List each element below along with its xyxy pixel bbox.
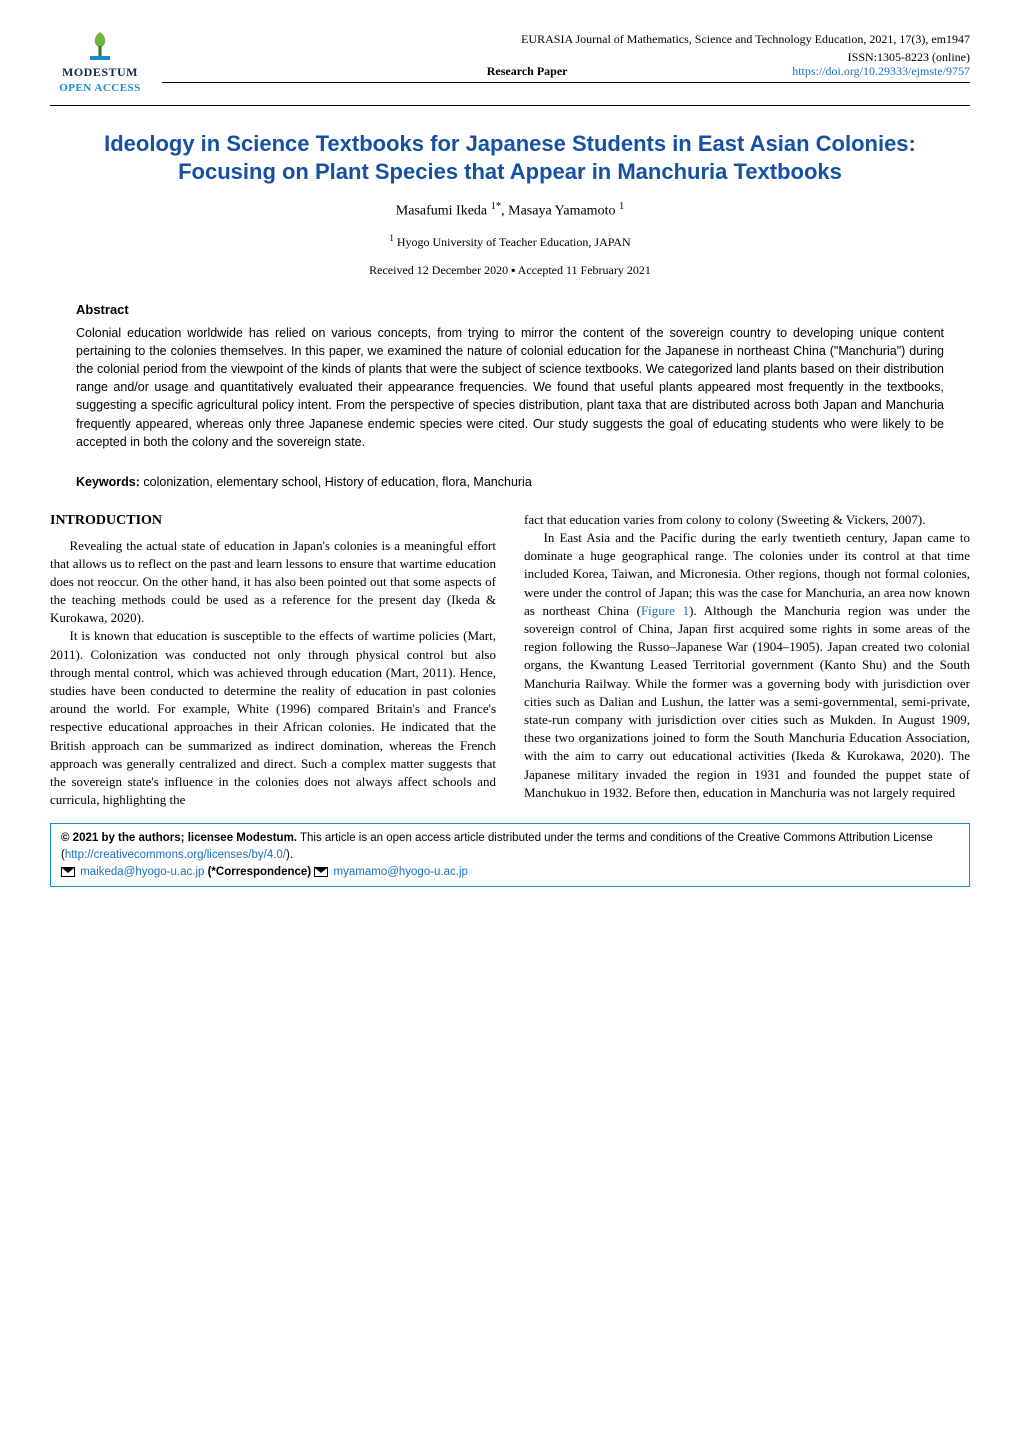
journal-info: EURASIA Journal of Mathematics, Science … bbox=[162, 30, 970, 83]
abstract-heading: Abstract bbox=[76, 301, 944, 320]
correspondence-email-1[interactable]: maikeda@hyogo-u.ac.jp bbox=[80, 866, 204, 878]
keywords-label: Keywords: bbox=[76, 475, 140, 489]
body-p2: It is known that education is susceptibl… bbox=[50, 627, 496, 809]
brand-name: MODESTUM bbox=[62, 64, 138, 81]
title-line2: Focusing on Plant Species that Appear in… bbox=[178, 159, 842, 184]
body-p4b: ). Although the Manchuria region was und… bbox=[524, 603, 970, 800]
open-access-label: OPEN ACCESS bbox=[59, 81, 141, 97]
keywords-text: colonization, elementary school, History… bbox=[143, 475, 531, 489]
body-p1: Revealing the actual state of education … bbox=[50, 537, 496, 628]
figure-1-ref[interactable]: Figure 1 bbox=[641, 603, 689, 618]
mail-icon bbox=[61, 867, 75, 877]
body-columns: INTRODUCTION Revealing the actual state … bbox=[50, 511, 970, 809]
research-paper-label: Research Paper bbox=[262, 62, 792, 80]
keywords: Keywords: colonization, elementary schoo… bbox=[76, 473, 944, 491]
journal-citation: EURASIA Journal of Mathematics, Science … bbox=[162, 30, 970, 48]
page-header: MODESTUM OPEN ACCESS EURASIA Journal of … bbox=[50, 30, 970, 97]
body-p3: fact that education varies from colony t… bbox=[524, 511, 970, 529]
license-link[interactable]: http://creativecommons.org/licenses/by/4… bbox=[65, 849, 286, 861]
license-close: ). bbox=[286, 849, 293, 861]
correspondence-email-2[interactable]: myamamo@hyogo-u.ac.jp bbox=[334, 866, 468, 878]
brand-block: MODESTUM OPEN ACCESS bbox=[50, 30, 150, 97]
header-rule bbox=[50, 105, 970, 106]
modestum-logo-icon bbox=[86, 30, 114, 62]
abstract-block: Abstract Colonial education worldwide ha… bbox=[76, 301, 944, 451]
paper-title: Ideology in Science Textbooks for Japane… bbox=[50, 130, 970, 185]
license-footer: © 2021 by the authors; licensee Modestum… bbox=[50, 823, 970, 887]
affiliation: 1 Hyogo University of Teacher Education,… bbox=[50, 232, 970, 251]
mail-icon bbox=[314, 867, 328, 877]
authors: Masafumi Ikeda 1*, Masaya Yamamoto 1 bbox=[50, 199, 970, 222]
body-p4: In East Asia and the Pacific during the … bbox=[524, 529, 970, 802]
section-heading-introduction: INTRODUCTION bbox=[50, 511, 496, 531]
copyright: © 2021 by the authors; licensee Modestum… bbox=[61, 832, 297, 844]
correspondence-label: (*Correspondence) bbox=[208, 866, 312, 878]
doi-link[interactable]: https://doi.org/10.29333/ejmste/9757 bbox=[792, 62, 970, 80]
abstract-text: Colonial education worldwide has relied … bbox=[76, 324, 944, 451]
title-line1: Ideology in Science Textbooks for Japane… bbox=[104, 131, 916, 156]
dates: Received 12 December 2020 ▪ Accepted 11 … bbox=[50, 262, 970, 279]
